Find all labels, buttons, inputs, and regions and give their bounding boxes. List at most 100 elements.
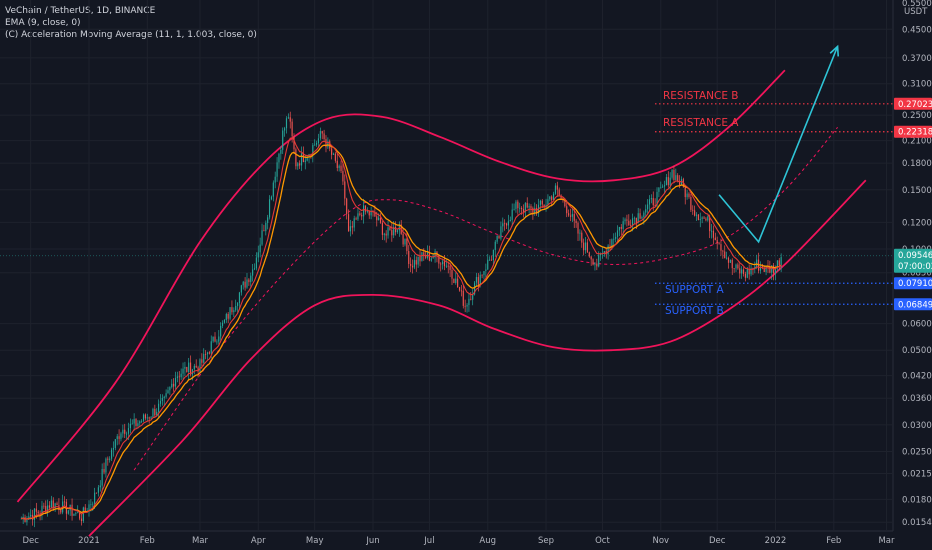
time-tick-label: 2022 (765, 536, 787, 546)
price-tag-box (894, 97, 932, 110)
candle-body (564, 200, 566, 207)
candle-body (205, 353, 207, 355)
candle-body (733, 268, 735, 269)
candle-body (462, 290, 464, 306)
candle-body (774, 268, 777, 274)
candle-body (517, 201, 519, 209)
candle-body (80, 518, 83, 522)
candle-body (778, 260, 780, 266)
candle-body (90, 504, 92, 506)
candle-body (417, 256, 419, 265)
resistance-b-label: RESISTANCE B (663, 90, 739, 102)
candle-body (573, 214, 575, 221)
candle-body (584, 242, 587, 251)
candle-body (507, 221, 510, 226)
candle-body (158, 403, 160, 412)
candle-body (541, 200, 543, 205)
candle-body (726, 257, 728, 259)
candle-body (547, 199, 549, 205)
candle-body (748, 269, 750, 275)
candle-body (780, 257, 782, 266)
candle-body (246, 279, 248, 288)
time-axis[interactable]: Dec 2021 Feb Mar Apr May Jun Jul Aug Sep Oct Nov Dec… (22, 536, 895, 546)
candle-body (769, 266, 771, 273)
candle-body (41, 505, 43, 514)
candle-body (317, 138, 320, 143)
candle-body (639, 213, 641, 219)
candle-body (620, 227, 622, 229)
candle-body (267, 217, 269, 223)
price-axis-top-label: 0.55000 (902, 0, 932, 9)
legend-ama[interactable]: (C) Acceleration Moving Average (11, 1, … (5, 30, 257, 40)
candle-body (765, 265, 767, 272)
candle-body (235, 305, 237, 311)
candle-body (592, 259, 594, 265)
candle-body (609, 245, 611, 247)
grid (0, 0, 894, 532)
candle-body (312, 145, 314, 156)
candle-body (440, 263, 442, 265)
candle-body (118, 436, 120, 439)
candle-body (201, 359, 203, 363)
candle-body (663, 185, 666, 187)
candle-body (284, 128, 286, 131)
candle-body (71, 504, 73, 516)
candle-body (214, 336, 216, 342)
candle-body (473, 282, 476, 295)
candle-body (342, 171, 344, 182)
candle-body (340, 165, 342, 172)
candle-body (754, 266, 756, 269)
candle-body (647, 204, 649, 210)
candle-body (568, 213, 570, 216)
candle-body (742, 269, 745, 274)
price-tag-countdown: 07:00:02 (898, 262, 932, 272)
candle-body (135, 418, 137, 426)
candle-body (48, 505, 51, 508)
candle-body (451, 269, 453, 279)
candle-body (282, 130, 284, 150)
candle-body (710, 230, 713, 232)
candle-body (680, 179, 683, 185)
candle-body (368, 211, 370, 216)
channel-lower-line (88, 179, 867, 537)
candle-body (195, 365, 197, 368)
time-tick-label: Aug (479, 536, 496, 546)
candle-body (182, 368, 184, 374)
candle-body (419, 256, 421, 262)
candle-body (618, 227, 620, 231)
candle-body (31, 514, 34, 520)
candle-body (752, 267, 754, 269)
candle-body (692, 209, 694, 211)
legend-symbol[interactable]: VeChain / TetherUS, 1D, BINANCE (5, 6, 156, 16)
candle-body (746, 269, 748, 278)
candle-body (240, 285, 242, 293)
candle-body (238, 292, 241, 304)
candle-body (654, 205, 656, 206)
candle-body (438, 255, 440, 264)
candle-body (122, 429, 124, 434)
time-tick-label: Feb (826, 536, 841, 546)
time-tick-label: Dec (709, 536, 726, 546)
candle-body (56, 503, 58, 506)
candle-body (357, 213, 359, 220)
candle-body (363, 205, 365, 217)
candle-body (60, 509, 62, 513)
candle-body (720, 244, 722, 251)
candle-body (346, 198, 348, 215)
candle-body (50, 500, 52, 508)
legend-ema[interactable]: EMA (9, close, 0) (5, 18, 81, 28)
candle-body (321, 131, 323, 134)
candle-body (165, 393, 167, 397)
candle-body (406, 238, 408, 251)
candle-body (92, 503, 94, 505)
candle-body (171, 383, 173, 388)
candle-body (498, 236, 500, 239)
candle-body (607, 245, 609, 255)
candle-body (359, 213, 361, 215)
